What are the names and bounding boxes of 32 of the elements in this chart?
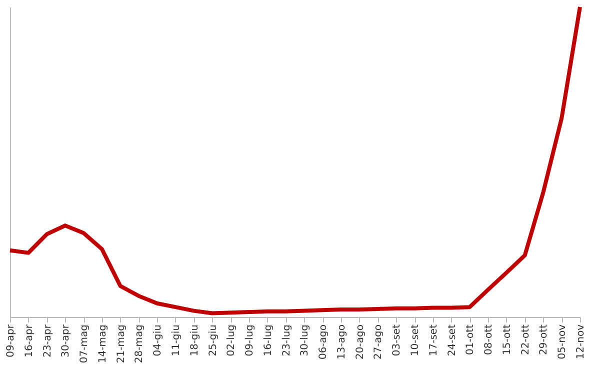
x-tick-label: 30-lug [300, 324, 311, 356]
x-tick-label: 27-ago [373, 324, 384, 360]
x-tick-label: 16-apr [24, 324, 35, 358]
x-tick-label: 28-mag [134, 324, 146, 364]
x-tick-label: 11-giu [170, 324, 182, 356]
x-tick-label: 01-ott [465, 324, 476, 355]
x-tick-label: 09-lug [244, 324, 256, 356]
x-tick-label: 17-set [428, 324, 440, 356]
x-tick-label: 24-set [446, 324, 458, 356]
x-tick-label: 03-set [392, 324, 403, 356]
x-tick-label: 06-ago [318, 324, 330, 360]
x-tick-label: 10-set [410, 324, 422, 356]
x-tick-label: 21-mag [116, 324, 127, 364]
x-tick-label: 25-giu [208, 324, 219, 356]
x-tick-label: 18-giu [189, 324, 200, 356]
x-tick-label: 15-ott [502, 324, 513, 355]
x-tick-label: 23-apr [42, 324, 54, 358]
x-tick-label: 14-mag [97, 324, 108, 364]
x-tick-label: 12-nov [576, 324, 586, 360]
x-tick-label: 07-mag [79, 324, 90, 364]
x-tick-label: 30-apr [60, 324, 72, 358]
x-tick-label: 09-apr [6, 324, 16, 358]
x-tick-label: 23-lug [281, 324, 292, 356]
x-tick-label: 04-giu [152, 324, 164, 356]
x-tick-label: 02-lug [226, 324, 238, 356]
x-tick-label: 29-ott [538, 324, 550, 355]
x-tick-label: 05-nov [557, 324, 568, 360]
x-tick-label: 20-ago [354, 324, 366, 360]
x-tick-label: 16-lug [262, 324, 274, 356]
x-tick-label: 08-ott [484, 324, 495, 355]
x-tick-label: 13-ago [336, 324, 348, 360]
x-tick-label: 22-ott [520, 324, 532, 355]
